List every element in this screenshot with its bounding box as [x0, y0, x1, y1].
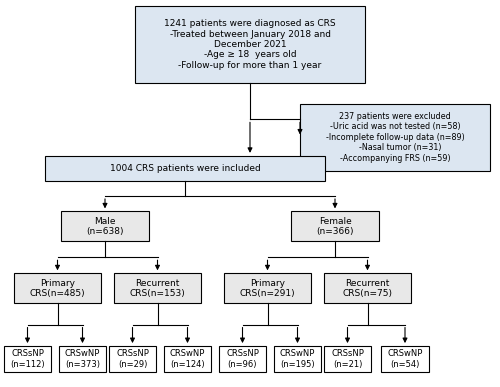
- FancyBboxPatch shape: [164, 346, 211, 372]
- FancyBboxPatch shape: [300, 104, 490, 171]
- Text: 1241 patients were diagnosed as CRS
-Treated between January 2018 and
December 2: 1241 patients were diagnosed as CRS -Tre…: [164, 19, 336, 70]
- Text: Primary
CRS(n=291): Primary CRS(n=291): [240, 279, 296, 298]
- Text: CRSwNP
(n=373): CRSwNP (n=373): [65, 349, 100, 369]
- FancyBboxPatch shape: [291, 211, 379, 241]
- Text: Female
(n=366): Female (n=366): [316, 217, 354, 236]
- FancyBboxPatch shape: [61, 211, 149, 241]
- Text: CRSwNP
(n=124): CRSwNP (n=124): [170, 349, 205, 369]
- FancyBboxPatch shape: [219, 346, 266, 372]
- Text: Recurrent
CRS(n=75): Recurrent CRS(n=75): [342, 279, 392, 298]
- Text: CRSsNP
(n=21): CRSsNP (n=21): [331, 349, 364, 369]
- FancyBboxPatch shape: [14, 273, 101, 303]
- FancyBboxPatch shape: [274, 346, 321, 372]
- FancyBboxPatch shape: [45, 156, 325, 181]
- Text: 237 patients were excluded
-Uric acid was not tested (n=58)
-Incomplete follow-u: 237 patients were excluded -Uric acid wa…: [326, 112, 464, 163]
- Text: CRSsNP
(n=29): CRSsNP (n=29): [116, 349, 149, 369]
- FancyBboxPatch shape: [382, 346, 429, 372]
- Text: CRSwNP
(n=195): CRSwNP (n=195): [280, 349, 315, 369]
- Text: CRSsNP
(n=112): CRSsNP (n=112): [10, 349, 45, 369]
- Text: Recurrent
CRS(n=153): Recurrent CRS(n=153): [130, 279, 186, 298]
- FancyBboxPatch shape: [59, 346, 106, 372]
- Text: CRSwNP
(n=54): CRSwNP (n=54): [388, 349, 422, 369]
- Text: Male
(n=638): Male (n=638): [86, 217, 124, 236]
- FancyBboxPatch shape: [224, 273, 311, 303]
- FancyBboxPatch shape: [109, 346, 156, 372]
- Text: CRSsNP
(n=96): CRSsNP (n=96): [226, 349, 259, 369]
- FancyBboxPatch shape: [324, 273, 411, 303]
- Text: Primary
CRS(n=485): Primary CRS(n=485): [30, 279, 86, 298]
- Text: 1004 CRS patients were included: 1004 CRS patients were included: [110, 164, 260, 173]
- FancyBboxPatch shape: [135, 6, 365, 83]
- FancyBboxPatch shape: [4, 346, 52, 372]
- FancyBboxPatch shape: [324, 346, 371, 372]
- FancyBboxPatch shape: [114, 273, 201, 303]
